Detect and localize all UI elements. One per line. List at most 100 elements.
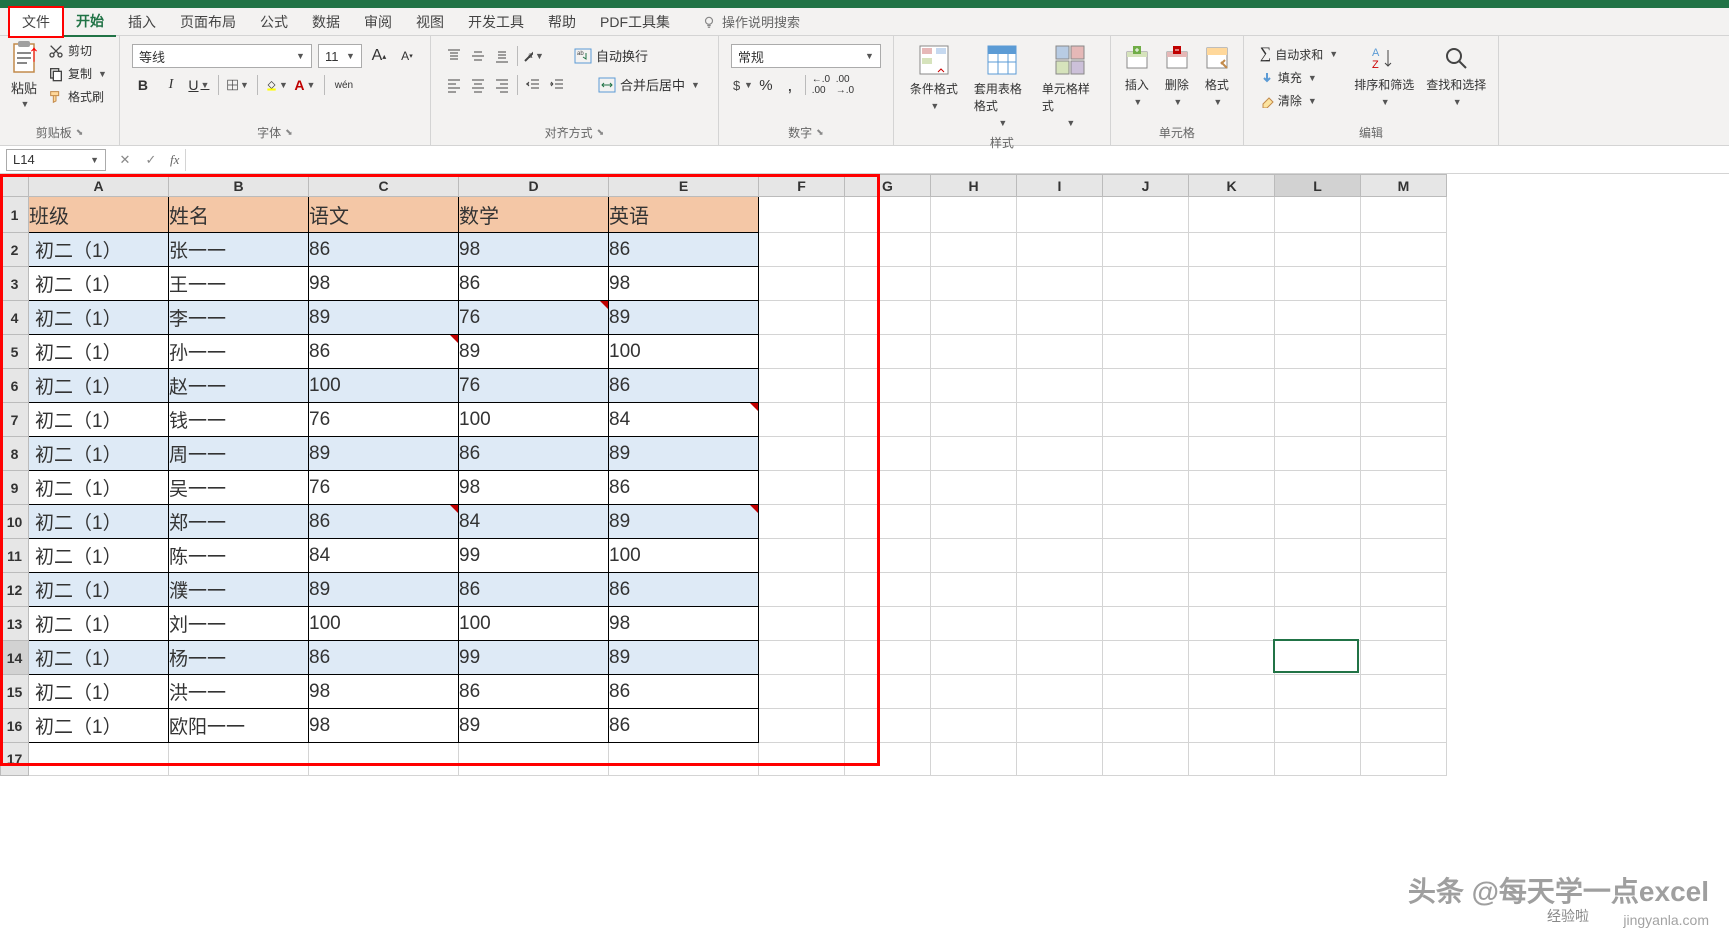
cell-F8[interactable]	[759, 437, 845, 471]
cell-K5[interactable]	[1189, 335, 1275, 369]
cell-L15[interactable]	[1275, 675, 1361, 709]
cell-B10[interactable]: 郑一一	[169, 505, 309, 539]
select-all-corner[interactable]	[1, 175, 29, 197]
col-header-E[interactable]: E	[609, 175, 759, 197]
cell-H12[interactable]	[931, 573, 1017, 607]
format-as-table-button[interactable]: 套用表格格式▼	[974, 44, 1030, 128]
cell-G3[interactable]	[845, 267, 931, 301]
cell-styles-button[interactable]: 单元格样式▼	[1042, 44, 1098, 128]
row-header-6[interactable]: 6	[1, 369, 29, 403]
cell-J15[interactable]	[1103, 675, 1189, 709]
decrease-indent-button[interactable]	[522, 74, 544, 96]
tab-home[interactable]: 开始	[64, 7, 116, 37]
cell-E12[interactable]: 86	[609, 573, 759, 607]
cell-B17[interactable]	[169, 743, 309, 776]
cell-M10[interactable]	[1361, 505, 1447, 539]
cell-C17[interactable]	[309, 743, 459, 776]
cell-A16[interactable]: 初二（1）	[29, 709, 169, 743]
row-header-9[interactable]: 9	[1, 471, 29, 505]
cell-J7[interactable]	[1103, 403, 1189, 437]
cell-E4[interactable]: 89	[609, 301, 759, 335]
cell-F10[interactable]	[759, 505, 845, 539]
cell-F15[interactable]	[759, 675, 845, 709]
cell-B7[interactable]: 钱一一	[169, 403, 309, 437]
cell-H8[interactable]	[931, 437, 1017, 471]
cell-L14[interactable]	[1275, 641, 1361, 675]
cell-A1[interactable]: 班级	[29, 197, 169, 233]
row-header-11[interactable]: 11	[1, 539, 29, 573]
cell-G5[interactable]	[845, 335, 931, 369]
fill-button[interactable]: 填充▼	[1256, 68, 1342, 87]
cell-I9[interactable]	[1017, 471, 1103, 505]
cell-G7[interactable]	[845, 403, 931, 437]
cell-G12[interactable]	[845, 573, 931, 607]
row-header-17[interactable]: 17	[1, 743, 29, 776]
wrap-text-button[interactable]: ab 自动换行	[568, 44, 654, 67]
cell-F6[interactable]	[759, 369, 845, 403]
cell-M17[interactable]	[1361, 743, 1447, 776]
sort-filter-button[interactable]: AZ 排序和筛选▼	[1354, 44, 1414, 107]
cell-D9[interactable]: 98	[459, 471, 609, 505]
cell-E14[interactable]: 89	[609, 641, 759, 675]
cell-L7[interactable]	[1275, 403, 1361, 437]
font-color-button[interactable]: A▼	[294, 74, 316, 96]
format-cells-button[interactable]: 格式▼	[1203, 44, 1231, 107]
cell-A7[interactable]: 初二（1）	[29, 403, 169, 437]
cell-K9[interactable]	[1189, 471, 1275, 505]
cell-G8[interactable]	[845, 437, 931, 471]
cell-D1[interactable]: 数学	[459, 197, 609, 233]
cell-G16[interactable]	[845, 709, 931, 743]
cell-K7[interactable]	[1189, 403, 1275, 437]
cell-C9[interactable]: 76	[309, 471, 459, 505]
row-header-15[interactable]: 15	[1, 675, 29, 709]
cell-H5[interactable]	[931, 335, 1017, 369]
cell-K8[interactable]	[1189, 437, 1275, 471]
cut-button[interactable]: 剪切	[44, 40, 111, 61]
cell-E11[interactable]: 100	[609, 539, 759, 573]
name-box[interactable]: L14▼	[6, 149, 106, 171]
cell-A14[interactable]: 初二（1）	[29, 641, 169, 675]
cell-M6[interactable]	[1361, 369, 1447, 403]
row-header-10[interactable]: 10	[1, 505, 29, 539]
cell-A3[interactable]: 初二（1）	[29, 267, 169, 301]
col-header-J[interactable]: J	[1103, 175, 1189, 197]
cell-B11[interactable]: 陈一一	[169, 539, 309, 573]
col-header-K[interactable]: K	[1189, 175, 1275, 197]
cell-J12[interactable]	[1103, 573, 1189, 607]
col-header-F[interactable]: F	[759, 175, 845, 197]
col-header-G[interactable]: G	[845, 175, 931, 197]
copy-button[interactable]: 复制▼	[44, 63, 111, 84]
shrink-font-button[interactable]: A▾	[396, 45, 418, 67]
cell-B3[interactable]: 王一一	[169, 267, 309, 301]
cell-G15[interactable]	[845, 675, 931, 709]
format-painter-button[interactable]: 格式刷	[44, 86, 111, 107]
tab-file[interactable]: 文件	[8, 6, 64, 38]
cell-K1[interactable]	[1189, 197, 1275, 233]
cell-J2[interactable]	[1103, 233, 1189, 267]
tab-insert[interactable]: 插入	[116, 8, 168, 36]
cell-I5[interactable]	[1017, 335, 1103, 369]
cell-E13[interactable]: 98	[609, 607, 759, 641]
row-header-8[interactable]: 8	[1, 437, 29, 471]
cell-M13[interactable]	[1361, 607, 1447, 641]
cell-I1[interactable]	[1017, 197, 1103, 233]
tab-view[interactable]: 视图	[404, 8, 456, 36]
tab-page-layout[interactable]: 页面布局	[168, 8, 248, 36]
cell-D5[interactable]: 89	[459, 335, 609, 369]
cell-E8[interactable]: 89	[609, 437, 759, 471]
comma-button[interactable]: ,	[779, 74, 801, 96]
cell-E9[interactable]: 86	[609, 471, 759, 505]
cell-M9[interactable]	[1361, 471, 1447, 505]
cell-K17[interactable]	[1189, 743, 1275, 776]
cell-J5[interactable]	[1103, 335, 1189, 369]
fx-button[interactable]: fx	[164, 152, 185, 168]
cell-D15[interactable]: 86	[459, 675, 609, 709]
cell-M2[interactable]	[1361, 233, 1447, 267]
bold-button[interactable]: B	[132, 74, 154, 96]
row-header-7[interactable]: 7	[1, 403, 29, 437]
cell-C13[interactable]: 100	[309, 607, 459, 641]
cell-F14[interactable]	[759, 641, 845, 675]
cell-E5[interactable]: 100	[609, 335, 759, 369]
cell-G11[interactable]	[845, 539, 931, 573]
cell-G13[interactable]	[845, 607, 931, 641]
